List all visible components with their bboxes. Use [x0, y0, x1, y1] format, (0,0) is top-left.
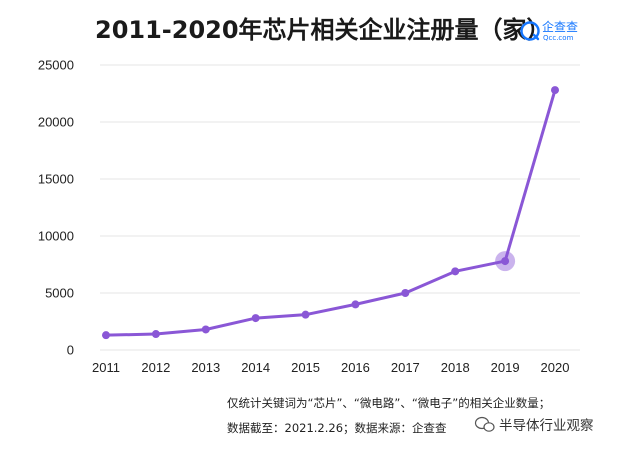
series-line — [104, 88, 557, 337]
y-tick-label: 15000 — [38, 172, 74, 187]
x-tick-label: 2017 — [391, 360, 420, 375]
y-tick-label: 5000 — [45, 286, 74, 301]
chart-title: 2011-2020年芯片相关企业注册量（家） — [95, 16, 551, 44]
data-point — [151, 330, 160, 339]
series — [102, 86, 559, 340]
y-axis: 0 5000 10000 15000 20000 25000 — [38, 58, 74, 358]
y-tick-label: 10000 — [38, 229, 74, 244]
qcc-logo-icon-tail — [532, 33, 540, 41]
note-keywords: 仅统计关键词为“芯片”、“微电路”、“微电子”的相关企业数量； — [227, 396, 550, 410]
x-tick-label: 2012 — [141, 360, 170, 375]
qcc-logo-icon — [520, 21, 540, 41]
grid — [100, 64, 580, 351]
data-point — [501, 257, 510, 266]
x-tick-label: 2015 — [291, 360, 320, 375]
x-tick-label: 2013 — [191, 360, 220, 375]
note-source: 数据截至：2021.2.26；数据来源：企查查 — [227, 421, 447, 435]
x-tick-label: 2018 — [441, 360, 470, 375]
qcc-logo: 企查查 Qcc.com — [520, 19, 578, 42]
x-tick-label: 2011 — [92, 360, 120, 375]
y-tick-label: 20000 — [38, 115, 74, 130]
data-point — [401, 289, 410, 297]
y-tick-label: 0 — [67, 343, 74, 358]
data-point — [251, 314, 260, 323]
chat-bubble-icon — [474, 416, 495, 432]
qcc-logo-sub: Qcc.com — [543, 34, 574, 42]
x-axis: 2011 2012 2013 2014 2015 2016 2017 2018 2019 2020 — [92, 360, 569, 375]
y-tick-label: 25000 — [38, 58, 74, 73]
data-point — [301, 310, 310, 319]
data-point — [451, 267, 460, 276]
watermark-text: 半导体行业观察 — [499, 417, 594, 434]
x-tick-label: 2016 — [341, 360, 370, 375]
data-point — [102, 331, 110, 340]
data-point — [351, 300, 360, 309]
watermark: 半导体行业观察 — [474, 416, 594, 434]
data-point — [551, 86, 559, 95]
x-tick-label: 2014 — [241, 360, 270, 375]
x-tick-label: 2019 — [491, 360, 520, 375]
x-tick-label: 2020 — [541, 360, 570, 375]
data-point — [201, 325, 210, 334]
qcc-logo-name: 企查查 — [542, 19, 578, 34]
